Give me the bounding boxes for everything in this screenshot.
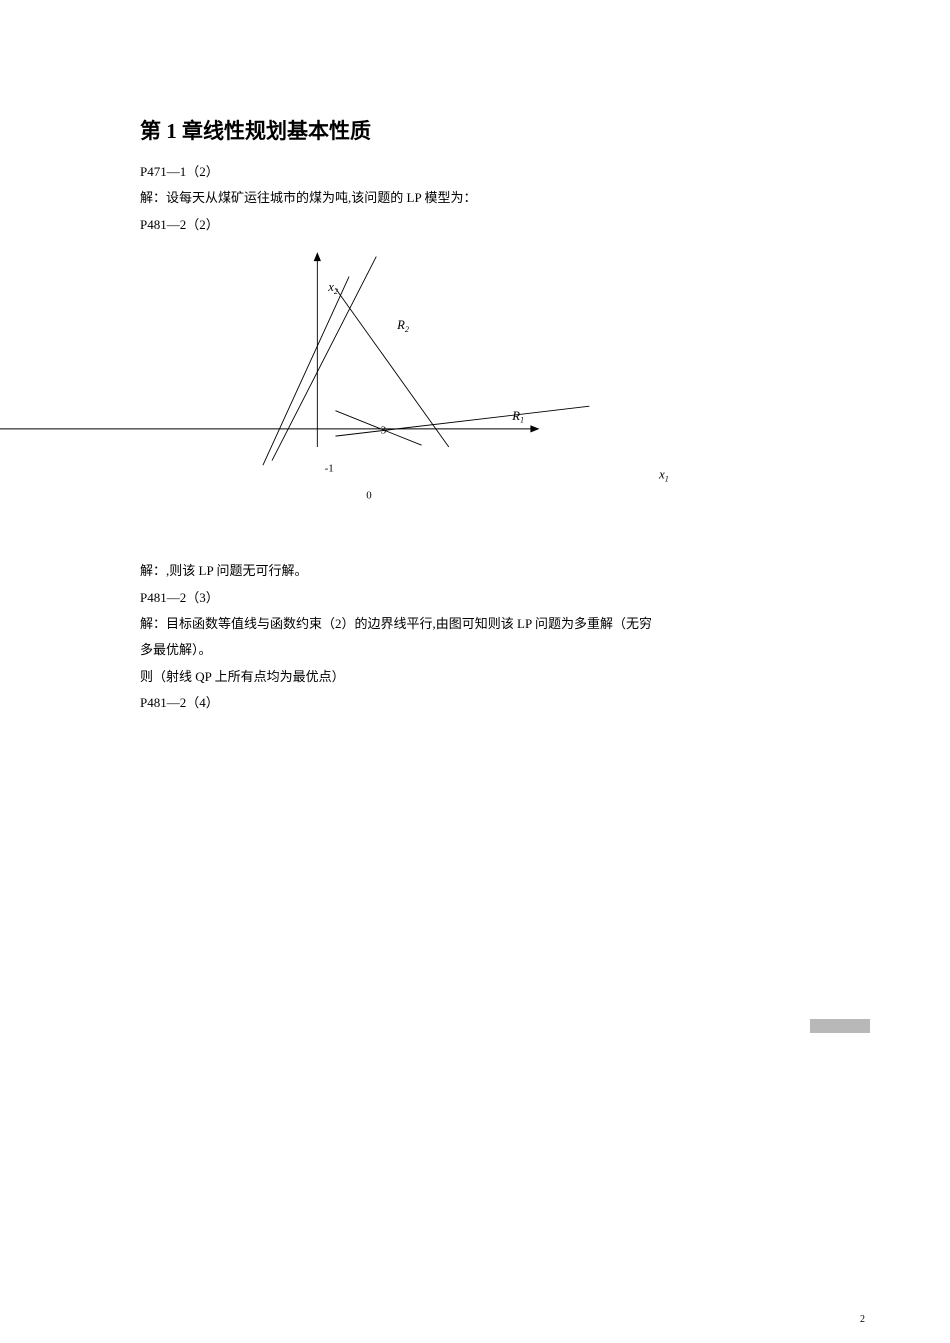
lp-chart-svg: x2 R2 R1 x1 3 -1 0 [0,214,680,544]
label-x1: x1 [658,468,669,484]
diagonal-line-4 [335,411,421,445]
label-x2: x2 [327,280,338,296]
text-line-4a: 解：,则该 LP 问题无可行解。 [140,559,810,582]
diagonal-line-5 [335,289,448,448]
chapter-title: 第 1 章线性规划基本性质 [140,115,810,145]
diagonal-line-2 [272,257,376,461]
tick-zero: 0 [366,490,372,502]
diagonal-line-3 [335,406,589,436]
horizontal-axis-arrow [530,425,539,432]
vertical-axis-arrow [314,252,321,261]
tick-three: 3 [381,425,387,437]
diagonal-line-1 [263,277,349,466]
decorative-rect [810,1019,870,1033]
text-line-2: 解：设每天从煤矿运往城市的煤为吨,该问题的 LP 模型为： [140,186,810,209]
text-line-4d: 多最优解）。 [140,638,810,661]
tick-neg-one: -1 [325,463,334,475]
text-line-4f: P481—2（4） [140,691,810,714]
text-line-4e: 则（射线 QP 上所有点均为最优点） [140,665,810,688]
text-line-1: P471—1（2） [140,160,810,183]
page-number: 2 [860,1314,865,1325]
chart-container: x2 R2 R1 x1 3 -1 0 [0,214,680,544]
text-line-4b: P481—2（3） [140,586,810,609]
page-content: 第 1 章线性规划基本性质 P471—1（2） 解：设每天从煤矿运往城市的煤为吨… [0,0,950,715]
text-line-4c: 解：目标函数等值线与函数约束（2）的边界线平行,由图可知则该 LP 问题为多重解… [140,612,810,635]
label-r1: R1 [511,409,524,425]
label-r2: R2 [396,318,409,334]
